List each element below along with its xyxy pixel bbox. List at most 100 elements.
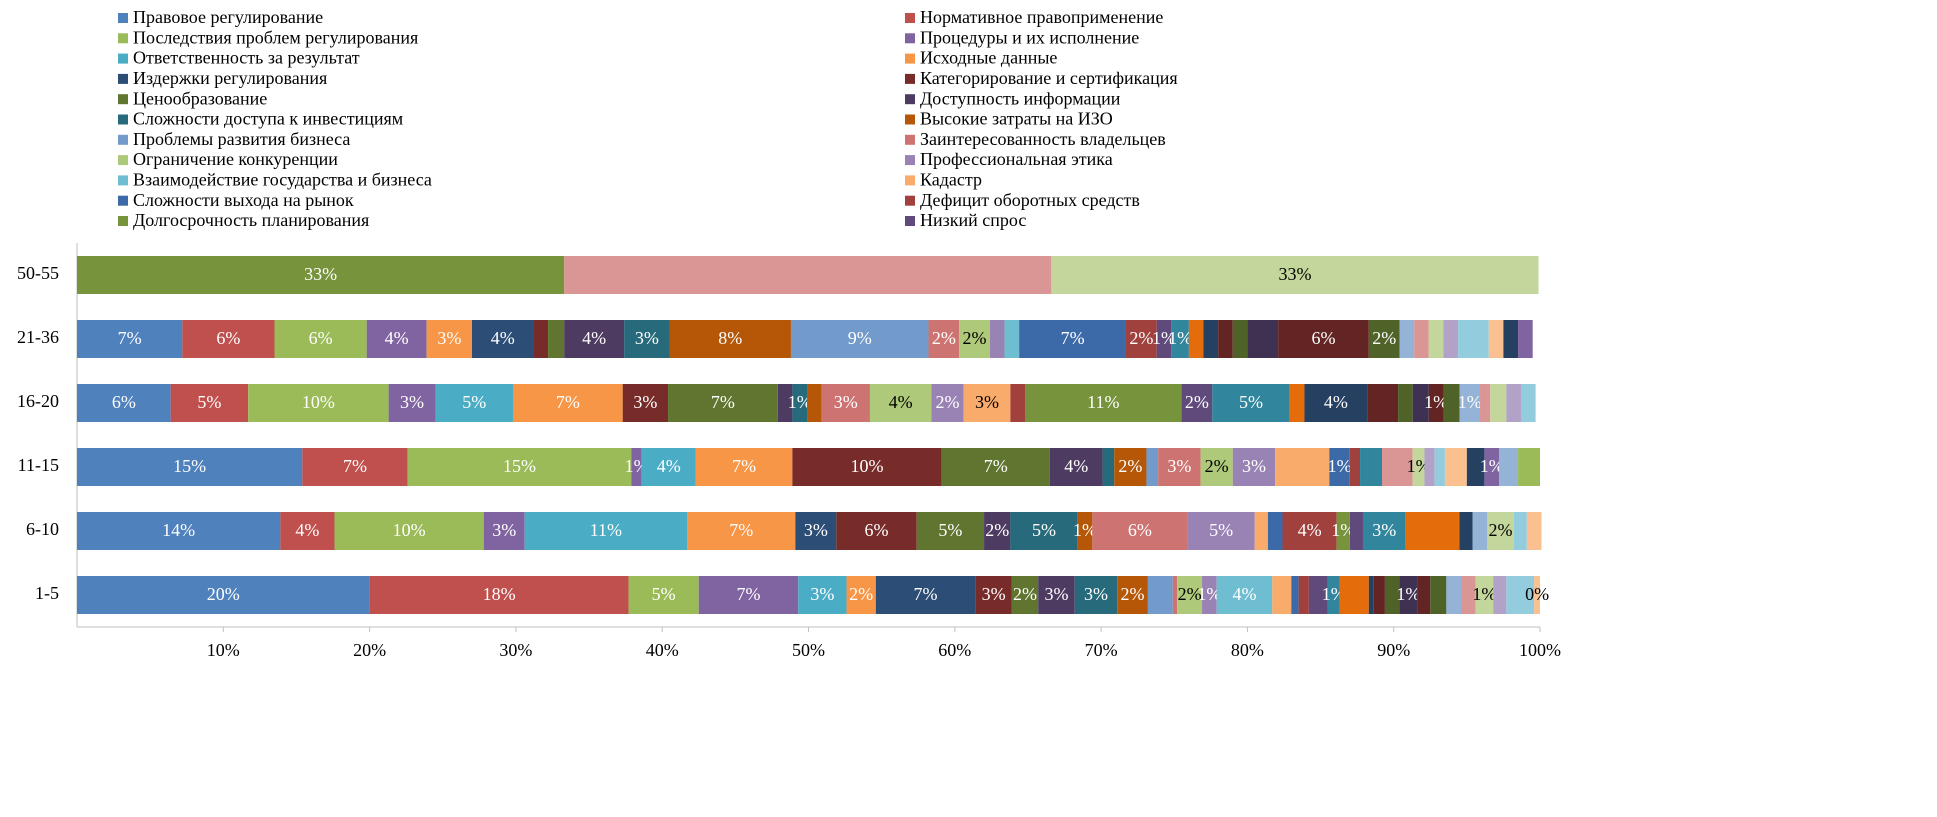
bar-segment [1282, 512, 1337, 550]
x-tick-label: 20% [353, 640, 386, 660]
bar-segment [1074, 576, 1118, 614]
bar-segment [1146, 448, 1159, 486]
bar-segment [1381, 448, 1413, 486]
bar-segment [869, 384, 932, 422]
bar-segment [426, 320, 473, 358]
bar-segment [963, 384, 1011, 422]
bar-segment [1278, 320, 1369, 358]
data-label: 1% [1472, 584, 1496, 604]
data-label: 2% [1205, 456, 1229, 476]
data-label: 3% [633, 392, 657, 412]
bar-segment [1010, 512, 1078, 550]
data-label: 7% [732, 456, 756, 476]
bar-segment [695, 448, 793, 486]
bar-segment [1212, 384, 1290, 422]
legend-swatch [905, 73, 915, 84]
bar-segment [524, 512, 688, 550]
legend-label: Долгосрочность планирования [133, 210, 369, 230]
data-label: 1% [1331, 520, 1355, 540]
legend-label: Заинтересованность владельцев [920, 129, 1166, 149]
bar-segment [928, 320, 960, 358]
legend-swatch [118, 195, 128, 206]
y-tick-label: 1-5 [35, 583, 59, 603]
data-label: 1% [1152, 328, 1176, 348]
data-label: 4% [1298, 520, 1322, 540]
bar-segment [624, 320, 670, 358]
bar-segment [1368, 576, 1374, 614]
x-tick-label: 10% [207, 640, 240, 660]
bar-segment [1405, 512, 1460, 550]
data-label: 1% [1458, 392, 1482, 412]
bar-segment [631, 448, 642, 486]
data-label: 5% [1239, 392, 1263, 412]
bar-segment [792, 384, 808, 422]
bar-segment [388, 384, 436, 422]
bar-segment [1484, 448, 1500, 486]
data-label: 2% [1118, 456, 1142, 476]
data-label: 7% [737, 584, 761, 604]
bar-segment [1414, 320, 1429, 358]
data-label: 5% [197, 392, 221, 412]
legend-label: Высокие затраты на ИЗО [920, 109, 1113, 129]
bar-segment [1291, 576, 1299, 614]
data-label: 3% [1167, 456, 1191, 476]
data-label: 3% [1084, 584, 1108, 604]
bar-segment [1472, 512, 1488, 550]
data-label: 7% [729, 520, 753, 540]
y-tick-label: 21-36 [17, 327, 59, 347]
bar-segment [1534, 576, 1540, 614]
data-label: 33% [1278, 264, 1311, 284]
bar-segment [1490, 384, 1507, 422]
bar-segment [1187, 512, 1255, 550]
data-label: 3% [437, 328, 461, 348]
legend-swatch [905, 216, 915, 226]
data-label: 2% [1121, 584, 1145, 604]
legend-label: Низкий спрос [920, 210, 1026, 230]
data-label: 2% [849, 584, 873, 604]
legend-label: Профессиональная этика [920, 149, 1113, 169]
legend-swatch [118, 134, 128, 145]
legend-swatch [118, 13, 128, 23]
legend-swatch [905, 134, 915, 145]
bar-segment [248, 384, 389, 422]
bar-segment [1506, 384, 1521, 422]
data-label: 2% [1488, 520, 1512, 540]
data-label: 4% [491, 328, 515, 348]
data-label: 1% [1168, 328, 1192, 348]
bar-segment [1232, 448, 1276, 486]
data-label: 7% [1061, 328, 1085, 348]
data-label: 4% [1324, 392, 1348, 412]
bar-segment [1117, 576, 1148, 614]
legend-label: Дефицит оборотных средств [920, 190, 1140, 210]
data-label: 33% [304, 264, 337, 284]
data-label: 8% [718, 328, 742, 348]
data-label: 7% [914, 584, 938, 604]
bar-segment [1247, 320, 1279, 358]
bar-segment [807, 384, 822, 422]
data-label: 4% [889, 392, 913, 412]
bar-segment [959, 320, 990, 358]
bar-segment [302, 448, 408, 486]
bar-segment [989, 320, 1005, 358]
bar-segment [274, 320, 367, 358]
bar-segment [1289, 384, 1305, 422]
bar-segment [1434, 448, 1445, 486]
legend-swatch [118, 33, 128, 44]
bar-segment [1459, 384, 1481, 422]
legend-label: Ответственность за результат [133, 48, 360, 68]
bar-segment [1430, 576, 1447, 614]
bar-segment [1428, 320, 1444, 358]
legend-label: Ограничение конкуренции [133, 149, 338, 169]
data-label: 2% [1372, 328, 1396, 348]
bar-segment [1458, 320, 1489, 358]
data-label: 3% [834, 392, 858, 412]
legend-label: Издержки регулирования [133, 68, 327, 88]
bar-segment [1399, 320, 1415, 358]
bar-segment [1459, 512, 1473, 550]
bar-segment [1424, 448, 1435, 486]
data-label: 1% [788, 392, 812, 412]
bar-segment [1446, 576, 1461, 614]
data-label: 14% [162, 520, 195, 540]
data-label: 5% [462, 392, 486, 412]
